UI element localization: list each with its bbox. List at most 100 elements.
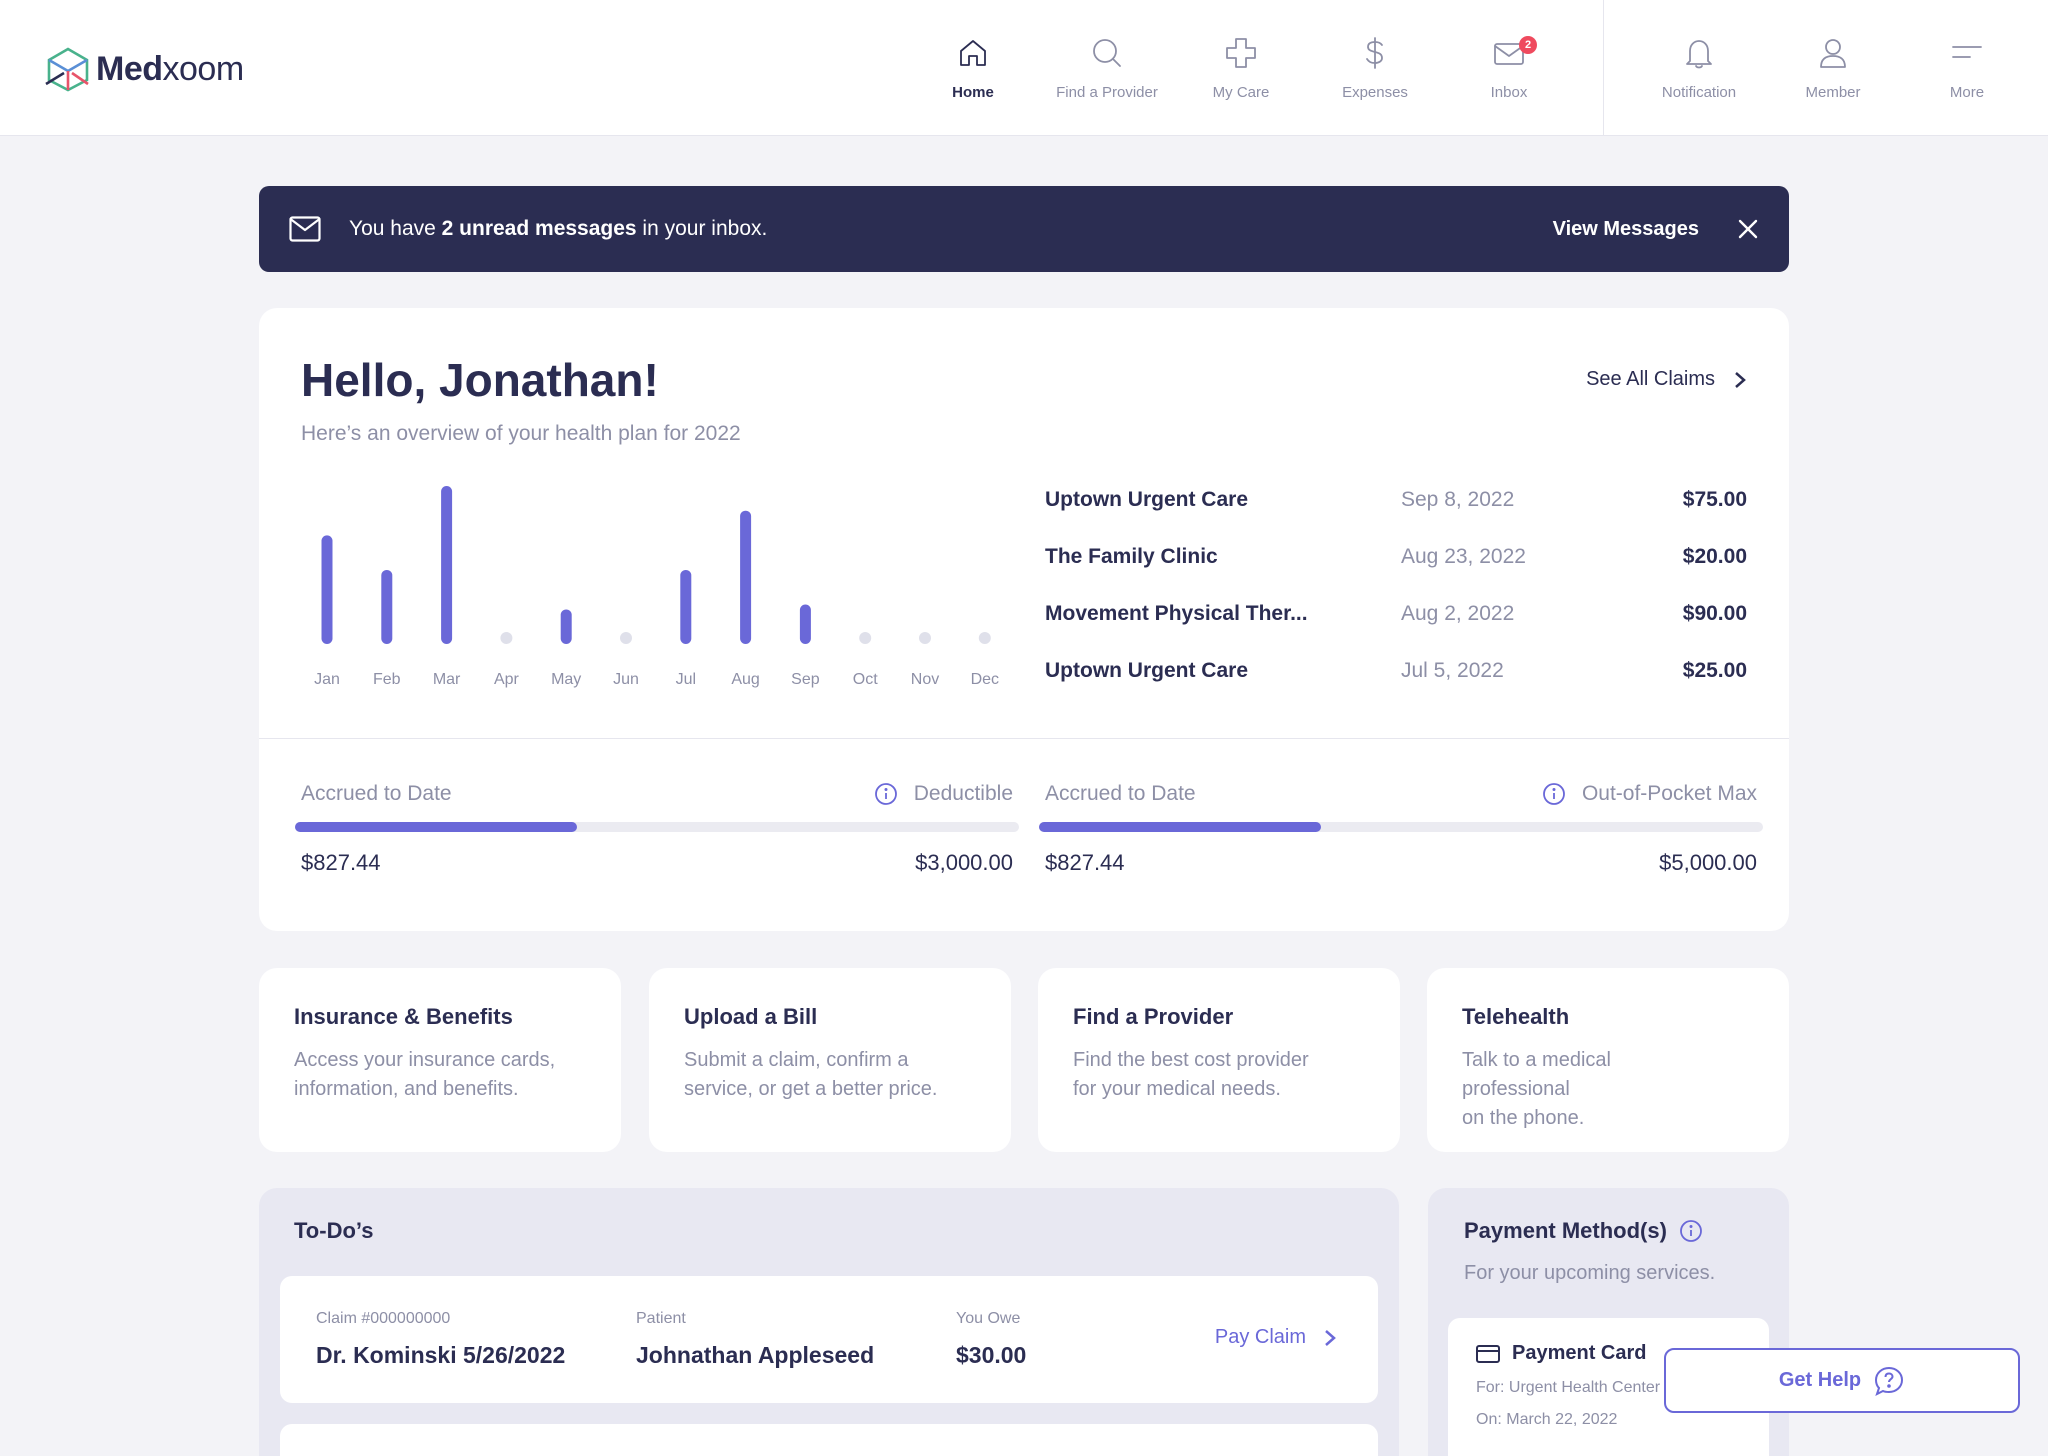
nav-find-provider[interactable]: Find a Provider bbox=[1040, 0, 1174, 136]
banner-message: You have 2 unread messages in your inbox… bbox=[349, 217, 768, 240]
help-chat-icon bbox=[1875, 1366, 1904, 1396]
month-label: Jan bbox=[314, 671, 340, 688]
claim-row[interactable]: Uptown Urgent Care Jul 5, 2022 $25.00 bbox=[1045, 659, 1747, 682]
bar-may[interactable] bbox=[560, 609, 572, 644]
out-of-pocket-progress-bar bbox=[1039, 822, 1763, 832]
payment-card-for: For: Urgent Health Center bbox=[1476, 1379, 1661, 1396]
nav-divider bbox=[1603, 0, 1604, 136]
get-help-button[interactable]: Get Help bbox=[1664, 1348, 2020, 1413]
claim-row[interactable]: Movement Physical Ther... Aug 2, 2022 $9… bbox=[1045, 602, 1747, 625]
out-of-pocket-accrual: Accrued to Date Out-of-Pocket Max $827.4… bbox=[1039, 780, 1763, 876]
month-label: Mar bbox=[433, 671, 461, 688]
bar-feb[interactable] bbox=[381, 569, 393, 644]
payment-methods-panel: Payment Method(s) For your upcoming serv… bbox=[1428, 1188, 1789, 1456]
medxoom-logo[interactable]: Medxoom bbox=[44, 46, 244, 92]
bar-oct[interactable] bbox=[859, 632, 872, 644]
info-icon[interactable] bbox=[1679, 1219, 1703, 1243]
credit-card-icon bbox=[1476, 1344, 1500, 1363]
nav-inbox[interactable]: 2 Inbox bbox=[1442, 0, 1576, 136]
bell-icon bbox=[1686, 39, 1712, 68]
claim-row[interactable]: Uptown Urgent Care Sep 8, 2022 $75.00 bbox=[1045, 488, 1747, 511]
mail-icon bbox=[1494, 42, 1524, 65]
accrued-label: Accrued to Date bbox=[301, 782, 452, 805]
progress-fill bbox=[1039, 822, 1322, 832]
monthly-spend-chart: Jan Feb Mar Apr May Jun Jul Aug Sep Oct Nov Dec bbox=[314, 486, 999, 688]
nav-more[interactable]: More bbox=[1900, 0, 2034, 136]
inbox-count-badge: 2 bbox=[1519, 36, 1537, 54]
health-plan-overview-card: Hello, Jonathan! Here’s an overview of y… bbox=[259, 308, 1789, 931]
nav-notification[interactable]: Notification bbox=[1632, 0, 1766, 136]
nav-home[interactable]: Home bbox=[906, 0, 1040, 136]
secondary-nav: Notification Member More bbox=[1632, 0, 2034, 136]
primary-nav: Home Find a Provider My Care Expenses 2 … bbox=[906, 0, 1576, 136]
recent-claims-list: Uptown Urgent Care Sep 8, 2022 $75.00 Th… bbox=[1045, 488, 1747, 716]
nav-my-care[interactable]: My Care bbox=[1174, 0, 1308, 136]
month-label: Oct bbox=[853, 671, 878, 688]
info-icon[interactable] bbox=[874, 782, 898, 806]
close-icon[interactable] bbox=[1737, 218, 1759, 240]
top-navigation-bar: Medxoom Home Find a Provider My Care Exp… bbox=[0, 0, 2048, 136]
dollar-icon bbox=[1366, 36, 1383, 69]
see-all-claims-link[interactable]: See All Claims bbox=[1586, 368, 1747, 391]
bar-jul[interactable] bbox=[680, 569, 692, 644]
overview-divider bbox=[259, 738, 1789, 739]
envelope-icon bbox=[289, 216, 321, 242]
accrued-amount: $827.44 bbox=[1045, 850, 1125, 875]
bar-dec[interactable] bbox=[978, 632, 991, 644]
todo-item[interactable]: Claim #000000000 Dr. Kominski 5/26/2022 … bbox=[280, 1276, 1378, 1403]
brand-name: Medxoom bbox=[96, 49, 244, 88]
nav-member[interactable]: Member bbox=[1766, 0, 1900, 136]
month-label: Aug bbox=[731, 671, 759, 688]
month-label: Nov bbox=[911, 671, 939, 688]
month-label: May bbox=[551, 671, 581, 688]
deductible-limit: $3,000.00 bbox=[915, 850, 1013, 875]
bar-nov[interactable] bbox=[919, 632, 931, 644]
nav-expenses[interactable]: Expenses bbox=[1308, 0, 1442, 136]
view-messages-link[interactable]: View Messages bbox=[1552, 217, 1699, 240]
claim-row[interactable]: The Family Clinic Aug 23, 2022 $20.00 bbox=[1045, 545, 1747, 568]
deductible-progress-bar bbox=[295, 822, 1019, 832]
todos-panel: To-Do’s Claim #000000000 Dr. Kominski 5/… bbox=[259, 1188, 1399, 1456]
insurance-benefits-card[interactable]: Insurance & Benefits Access your insuran… bbox=[259, 968, 621, 1152]
bar-sep[interactable] bbox=[799, 604, 811, 645]
bar-jun[interactable] bbox=[620, 632, 632, 644]
deductible-accrual: Accrued to Date Deductible $827.44 $3,00… bbox=[295, 780, 1019, 876]
deductible-label: Deductible bbox=[913, 782, 1013, 805]
menu-icon bbox=[1952, 45, 1982, 58]
chevron-right-icon bbox=[1325, 1329, 1336, 1346]
month-label: Feb bbox=[373, 671, 401, 688]
info-icon[interactable] bbox=[1542, 782, 1566, 806]
unread-messages-banner: You have 2 unread messages in your inbox… bbox=[259, 186, 1789, 272]
month-label: Dec bbox=[971, 671, 999, 688]
find-provider-card[interactable]: Find a Provider Find the best cost provi… bbox=[1038, 968, 1400, 1152]
todos-title: To-Do’s bbox=[294, 1218, 374, 1243]
month-label: Apr bbox=[494, 671, 520, 688]
out-of-pocket-label: Out-of-Pocket Max bbox=[1581, 782, 1757, 805]
month-label: Jun bbox=[613, 671, 639, 688]
payment-card-date: On: March 22, 2022 bbox=[1476, 1411, 1618, 1428]
telehealth-card[interactable]: Telehealth Talk to a medical professional… bbox=[1427, 968, 1789, 1152]
user-icon bbox=[1820, 38, 1846, 68]
bar-aug[interactable] bbox=[740, 510, 752, 644]
todo-patient: Patient Johnathan Appleseed bbox=[636, 1310, 875, 1368]
home-icon bbox=[960, 39, 986, 66]
medical-cross-icon bbox=[1226, 37, 1256, 68]
bar-apr[interactable] bbox=[500, 632, 513, 644]
payment-methods-title: Payment Method(s) bbox=[1464, 1218, 1703, 1244]
greeting-heading: Hello, Jonathan! bbox=[301, 354, 659, 406]
bar-jan[interactable] bbox=[321, 535, 333, 644]
logo-mark-icon bbox=[45, 47, 89, 92]
todo-claim: Claim #000000000 Dr. Kominski 5/26/2022 bbox=[316, 1310, 566, 1368]
bar-mar[interactable] bbox=[441, 486, 453, 644]
out-of-pocket-limit: $5,000.00 bbox=[1659, 850, 1757, 875]
todo-item[interactable] bbox=[280, 1424, 1378, 1456]
search-icon bbox=[1093, 38, 1121, 67]
month-label: Jul bbox=[676, 671, 696, 688]
chevron-right-icon bbox=[1735, 371, 1746, 388]
pay-claim-button[interactable]: Pay Claim bbox=[1215, 1326, 1336, 1349]
month-label: Sep bbox=[791, 671, 820, 688]
overview-subtitle: Here’s an overview of your health plan f… bbox=[301, 422, 741, 445]
accrued-label: Accrued to Date bbox=[1045, 782, 1196, 805]
todo-amount-owed: You Owe $30.00 bbox=[956, 1310, 1027, 1368]
